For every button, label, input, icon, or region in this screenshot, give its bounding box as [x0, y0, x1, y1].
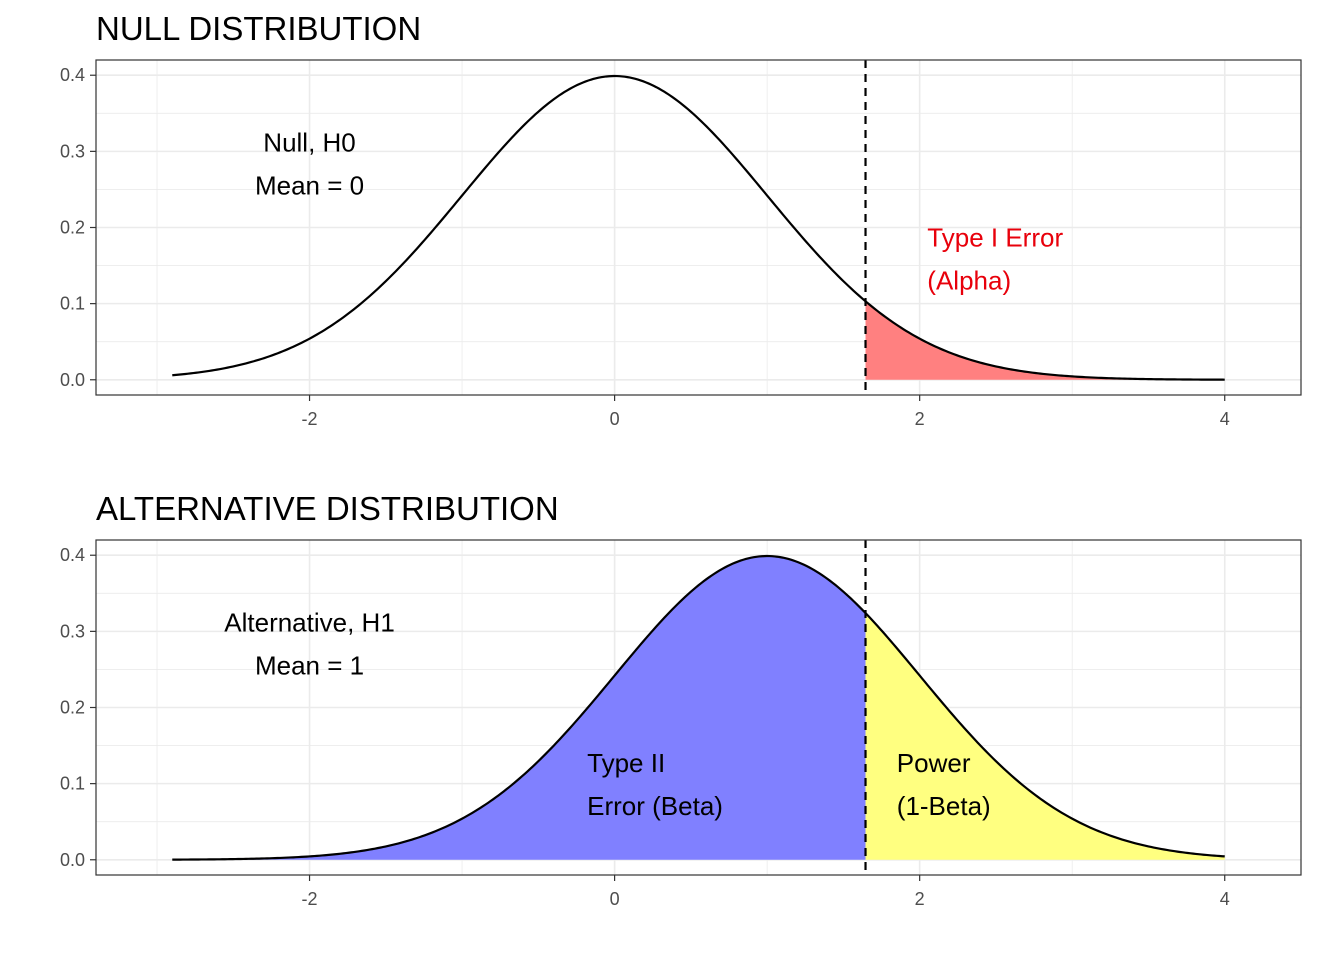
null-annotation-1-line-1: (Alpha)	[927, 266, 1011, 296]
alternative-density-curve	[172, 554, 1225, 861]
null-annotation-1-line-0: Type I Error	[927, 223, 1063, 253]
null-x-tick-label: 4	[1220, 409, 1230, 429]
alternative-region-type-ii-error-beta	[172, 556, 866, 860]
alternative-annotation-1-line-0: Type II	[587, 748, 665, 778]
alternative-y-tick-label: 0.2	[60, 698, 85, 718]
alternative-y-tick-label: 0.4	[60, 545, 85, 565]
alternative-chart-title: ALTERNATIVE DISTRIBUTION	[96, 490, 559, 527]
alternative-y-tick-label: 0.3	[60, 621, 85, 641]
alternative-x-tick-label: 0	[610, 889, 620, 909]
alternative-x-tick-label: -2	[302, 889, 318, 909]
null-x-tick-label: 0	[610, 409, 620, 429]
null-y-tick-label: 0.3	[60, 141, 85, 161]
alternative-annotation-0-line-1: Mean = 1	[255, 650, 364, 680]
alternative-annotation-0-line-0: Alternative, H1	[224, 607, 395, 637]
alternative-y-tick-label: 0.0	[60, 850, 85, 870]
alternative-region-power-1-beta	[865, 613, 1225, 860]
null-chart-title: NULL DISTRIBUTION	[96, 10, 421, 47]
alternative-x-tick-label: 2	[915, 889, 925, 909]
alternative-annotation-2-line-1: (1-Beta)	[897, 791, 991, 821]
null-x-tick-label: 2	[915, 409, 925, 429]
null-annotation-0-line-1: Mean = 0	[255, 170, 364, 200]
null-y-tick-label: 0.4	[60, 65, 85, 85]
null-y-tick-label: 0.2	[60, 218, 85, 238]
alternative-annotation-1-line-1: Error (Beta)	[587, 791, 723, 821]
null-density-curve	[172, 74, 1225, 381]
null-distribution-panel: NULL DISTRIBUTION -2 0 2 4 0.0 0.1 0.2 0.3 0.4 Nul…	[60, 10, 1302, 429]
null-region-type-i-error-alpha	[865, 301, 1225, 380]
null-y-tick-label: 0.0	[60, 370, 85, 390]
alternative-y-tick-label: 0.1	[60, 774, 85, 794]
alternative-distribution-panel: ALTERNATIVE DISTRIBUTION -2 0 2 4 0.0 0.1 0.2 0.…	[60, 490, 1302, 909]
alternative-annotation-2-line-0: Power	[897, 748, 971, 778]
null-annotation-0-line-0: Null, H0	[263, 127, 355, 157]
alternative-x-tick-label: 4	[1220, 889, 1230, 909]
null-grid	[96, 60, 1301, 395]
null-y-tick-label: 0.1	[60, 294, 85, 314]
null-x-tick-label: -2	[302, 409, 318, 429]
